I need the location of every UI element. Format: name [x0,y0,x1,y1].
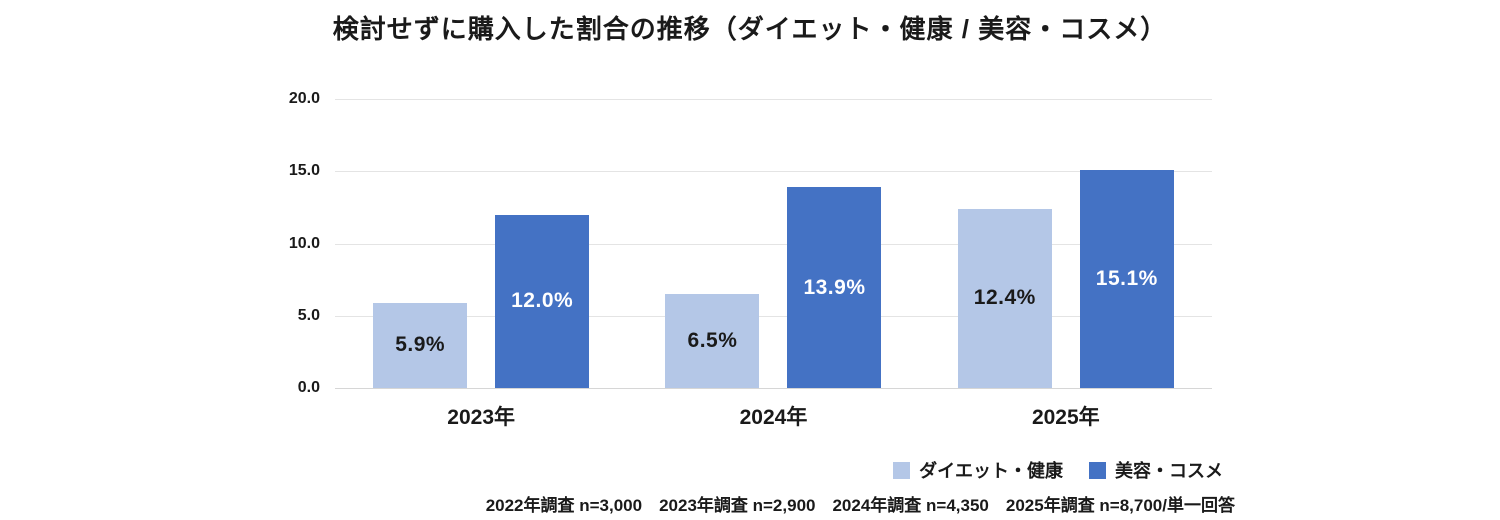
x-axis: 2023年 2024年 2025年 [335,401,1212,431]
legend-label-beauty-cosmetics: 美容・コスメ [1115,461,1223,481]
gridline [335,171,1212,173]
plot-area: 5.9% 12.0% 6.5% 13.9% 12.4% 15.1% [335,99,1212,389]
legend-item-diet-health: ダイエット・健康 [893,457,1063,483]
chart-title: 検討せずに購入した割合の推移（ダイエット・健康 / 美容・コスメ） [332,14,1168,44]
bar-diet-health-2023: 5.9% [373,302,468,388]
y-tick-label: 20.0 [288,90,320,107]
x-label-2025: 2025年 [1031,406,1100,429]
bar-value-label: 6.5% [687,329,738,353]
bar-beauty-cosmetics-2025: 15.1% [1079,169,1174,388]
legend-item-beauty-cosmetics: 美容・コスメ [1089,457,1223,483]
y-tick-label: 15.0 [288,162,320,180]
gridline [335,315,1212,317]
y-tick-label: 0.0 [297,379,320,396]
bars-layer: 5.9% 12.0% 6.5% 13.9% 12.4% 15.1% [335,99,1212,388]
bar-value-label: 5.9% [395,333,446,357]
bar-beauty-cosmetics-2024: 13.9% [787,187,882,388]
bar-group-2023: 5.9% 12.0% [335,214,627,388]
y-tick-label: 5.0 [297,306,320,324]
bar-value-label: 15.1% [1095,266,1158,290]
gridline [335,243,1212,245]
bar-value-label: 12.0% [511,289,574,313]
legend-label-diet-health: ダイエット・健康 [919,461,1063,481]
legend-swatch-diet-health [893,461,911,479]
bar-value-label: 13.9% [803,275,866,299]
y-tick-label: 10.0 [288,234,320,252]
legend: ダイエット・健康 美容・コスメ [893,457,1223,483]
bar-group-2024: 6.5% 13.9% [627,187,919,388]
y-axis: 20.0 15.0 10.0 5.0 0.0 [235,90,335,396]
bar-diet-health-2025: 12.4% [957,208,1052,388]
bar-diet-health-2024: 6.5% [665,294,760,388]
bar-group-2025: 12.4% 15.1% [920,169,1212,388]
bar-value-label: 12.4% [973,286,1036,310]
x-label-2023: 2023年 [447,406,516,429]
bar-beauty-cosmetics-2023: 12.0% [495,214,590,388]
legend-swatch-beauty-cosmetics [1089,461,1106,479]
survey-footnote: 2022年調査 n=3,000 2023年調査 n=2,900 2024年調査 … [485,496,1235,515]
x-label-2024: 2024年 [739,406,808,429]
gridline [335,99,1212,100]
